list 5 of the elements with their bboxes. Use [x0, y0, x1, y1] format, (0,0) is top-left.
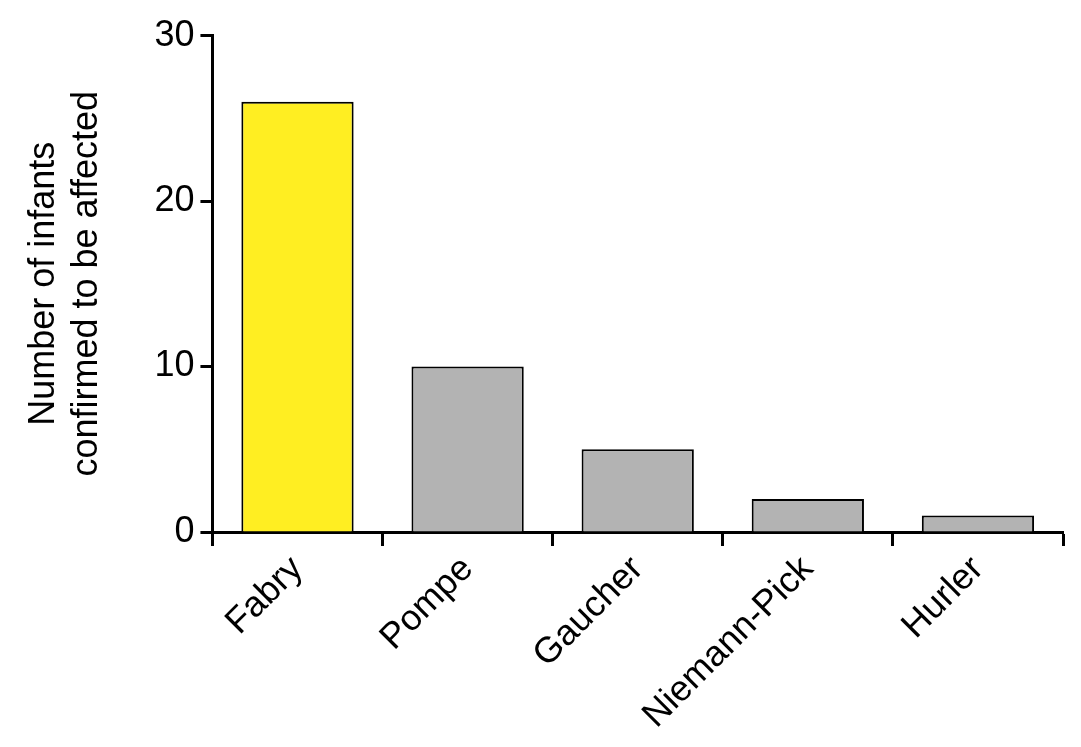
y-tick-label: 30 [154, 12, 195, 54]
y-tick-label: 20 [154, 177, 195, 219]
y-tick-label: 0 [174, 508, 195, 550]
y-tick-label: 10 [154, 343, 195, 385]
y-axis-title: Number of infants confirmed to be affected [20, 91, 105, 477]
